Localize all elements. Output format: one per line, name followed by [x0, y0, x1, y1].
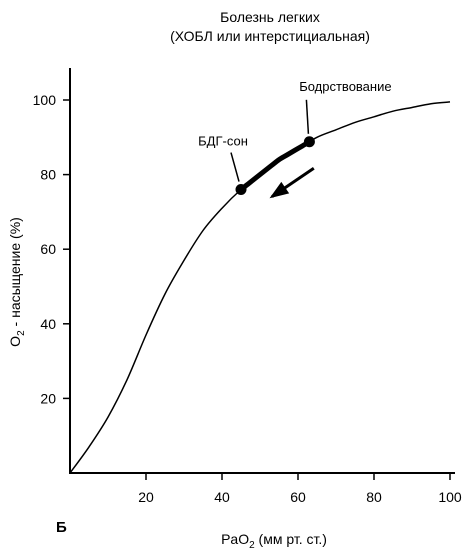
y-axis-label-subscript: 2	[16, 330, 27, 336]
x-tick-label-40: 40	[214, 489, 230, 505]
x-tick-label-80: 80	[366, 489, 382, 505]
x-axis-label: PaO2 (мм рт. ст.)	[221, 531, 327, 551]
x-tick-label-60: 60	[290, 489, 306, 505]
arrow-head	[269, 181, 290, 199]
annotation-wakefulness: Бодрствование	[299, 79, 391, 94]
x-axis-label-subscript: 2	[249, 540, 255, 551]
leader-line-rem-sleep	[230, 152, 240, 182]
y-tick-label-40: 40	[40, 316, 56, 332]
y-tick-label-80: 80	[40, 167, 56, 183]
title-line-2: (ХОБЛ или интерстициальная)	[170, 28, 370, 44]
point-wakefulness	[303, 136, 315, 148]
axes	[69, 68, 455, 474]
y-tick-label-20: 20	[40, 390, 56, 406]
y-tick-label-100: 100	[33, 92, 57, 108]
title-line-1: Болезнь легких	[220, 9, 320, 25]
highlight-segment	[238, 139, 312, 192]
ticks: 20 40 60 80 100 20 40 60 80 100	[33, 92, 462, 505]
annotation-rem-sleep: БДГ-сон	[198, 134, 248, 149]
chart-title: Болезнь легких (ХОБЛ или интерстициальна…	[170, 9, 370, 44]
point-rem-sleep	[235, 184, 247, 196]
arrow	[269, 167, 315, 199]
panel-label: Б	[56, 519, 67, 536]
y-axis-label: O2 - насыщение (%)	[7, 217, 27, 347]
y-tick-label-60: 60	[40, 241, 56, 257]
dissociation-curve	[69, 101, 451, 474]
x-tick-label-20: 20	[138, 489, 154, 505]
x-tick-label-100: 100	[438, 489, 462, 505]
leader-line-wakefulness	[305, 99, 310, 134]
